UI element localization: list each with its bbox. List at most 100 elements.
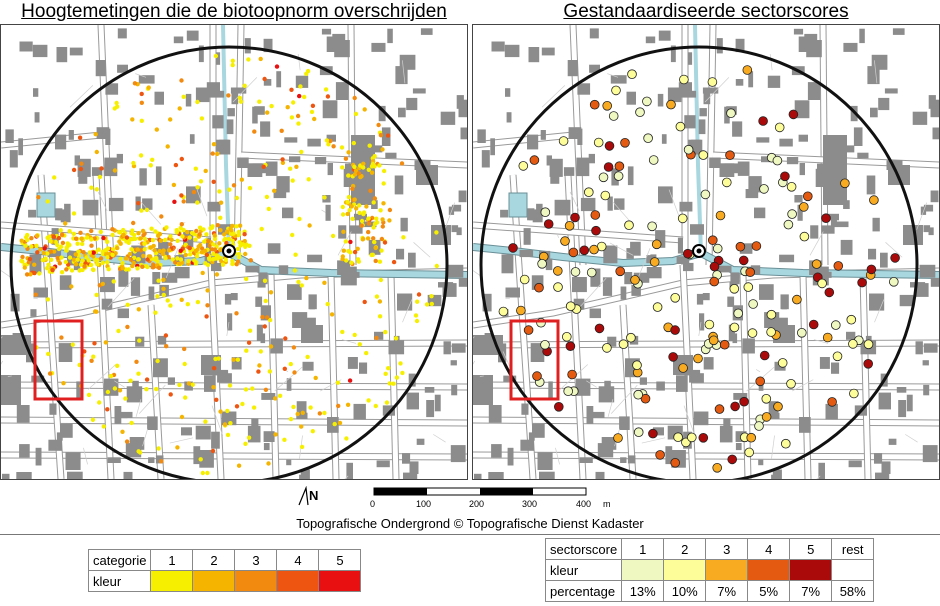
measurement-point <box>182 346 187 352</box>
sector-score-points <box>498 65 900 473</box>
building <box>416 438 425 445</box>
building <box>55 134 67 150</box>
measurement-point <box>372 196 378 201</box>
building <box>408 373 416 387</box>
building <box>488 472 504 479</box>
measurement-point <box>218 409 223 414</box>
legend-category-1: 1 <box>150 549 194 571</box>
sector-score-point <box>598 172 609 183</box>
right-map-canvas <box>473 25 939 479</box>
sector-score-point <box>796 327 807 338</box>
measurement-point <box>111 279 116 284</box>
measurement-point <box>129 420 134 426</box>
parcel-line <box>769 54 773 71</box>
sector-score-point <box>799 231 810 242</box>
right-map[interactable] <box>472 24 940 480</box>
pond <box>36 192 56 218</box>
road-fill <box>268 274 279 479</box>
building <box>597 443 614 458</box>
building <box>254 106 265 115</box>
measurement-point <box>179 414 185 420</box>
measurement-point <box>243 251 248 257</box>
building <box>451 204 462 212</box>
building <box>105 83 119 95</box>
sector-score-point <box>652 302 663 312</box>
measurement-point <box>258 349 263 354</box>
measurement-point <box>78 262 84 267</box>
measurement-point <box>337 420 343 426</box>
building <box>768 401 779 418</box>
sector-score-point <box>708 235 718 246</box>
measurement-point <box>110 252 115 258</box>
measurement-point <box>351 140 356 146</box>
building <box>443 341 451 355</box>
legend-category-3: 3 <box>234 549 278 571</box>
measurement-point <box>341 248 346 253</box>
legend-category-5: 5 <box>318 549 362 571</box>
measurement-point <box>84 235 90 240</box>
measurement-point <box>198 179 204 184</box>
parcel-line <box>402 60 406 84</box>
measurement-point <box>63 248 69 253</box>
building <box>9 150 18 168</box>
sector-score-point <box>498 306 509 317</box>
sector-score-point <box>719 339 730 350</box>
measurement-point <box>150 157 155 162</box>
measurement-point <box>65 244 70 249</box>
building <box>282 207 294 219</box>
measurement-point <box>97 174 103 180</box>
measurement-point <box>313 375 318 381</box>
building <box>819 357 830 369</box>
measurement-point <box>170 257 175 262</box>
building <box>247 425 261 443</box>
building <box>843 42 858 52</box>
sector-score-point <box>523 325 534 335</box>
building <box>378 105 386 122</box>
measurement-point <box>56 235 62 241</box>
sector-score-point <box>729 322 740 333</box>
measurement-point <box>362 299 367 305</box>
north-arrow-icon <box>298 486 309 506</box>
building <box>732 121 743 137</box>
measurement-point <box>240 401 245 407</box>
measurement-point <box>204 314 209 319</box>
parcel-line <box>211 405 224 436</box>
measurement-point <box>361 236 366 242</box>
sector-score-point <box>570 267 581 277</box>
building <box>818 267 826 281</box>
measurement-point <box>305 68 311 74</box>
measurement-point <box>155 358 160 364</box>
measurement-point <box>134 359 139 364</box>
measurement-point <box>29 236 34 241</box>
measurement-point <box>86 392 92 398</box>
measurement-point <box>243 441 248 446</box>
measurement-point <box>368 188 373 193</box>
sector-score-point <box>863 339 874 350</box>
measurement-point <box>296 279 301 285</box>
measurement-point <box>193 237 198 242</box>
legend-score-3: 3 <box>705 538 749 560</box>
parcel-line <box>609 242 634 256</box>
legend-category-2: 2 <box>192 549 236 571</box>
building-block <box>903 225 923 245</box>
measurement-points <box>19 53 439 476</box>
sector-score-point <box>602 343 612 353</box>
left-map[interactable] <box>0 24 468 480</box>
measurement-point <box>89 228 94 234</box>
sector-score-point <box>687 432 697 443</box>
parcel-line <box>87 364 116 390</box>
measurement-point <box>340 204 345 210</box>
measurement-point <box>152 257 157 262</box>
measurement-point <box>103 247 109 253</box>
building <box>665 446 673 465</box>
measurement-point <box>383 329 388 335</box>
measurement-point <box>212 236 218 242</box>
building <box>807 82 821 100</box>
sector-score-point <box>733 308 744 319</box>
sector-score-point <box>745 267 756 278</box>
measurement-point <box>100 249 105 255</box>
building <box>798 134 808 142</box>
measurement-point <box>376 122 381 128</box>
measurement-point <box>238 99 244 104</box>
building <box>539 471 555 479</box>
